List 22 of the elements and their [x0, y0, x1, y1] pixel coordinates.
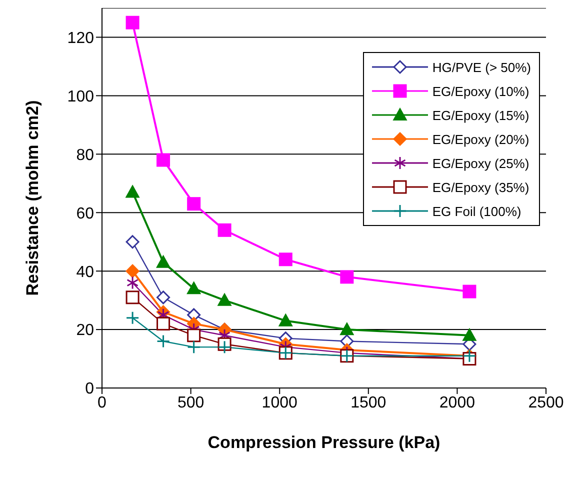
- y-tick-label: 120: [67, 30, 94, 47]
- x-tick-label: 2500: [528, 394, 564, 412]
- y-axis-title: Resistance (mohm cm2): [23, 100, 42, 296]
- legend-label: EG Foil (100%): [432, 204, 522, 218]
- x-tick-label: 0: [98, 394, 107, 412]
- x-tick-label: 1000: [262, 394, 298, 412]
- x-tick-label: 1500: [350, 394, 386, 412]
- x-tick-label: 500: [177, 394, 204, 412]
- y-tick-label: 20: [76, 322, 94, 340]
- y-tick-label: 40: [76, 264, 94, 281]
- legend-label: EG/Epoxy (35%): [432, 180, 530, 194]
- legend-label: HG/PVE (> 50%): [432, 60, 531, 74]
- legend-label: EG/Epoxy (10%): [432, 84, 530, 98]
- x-tick-label: 2000: [439, 394, 476, 412]
- legend-label: EG/Epoxy (25%): [432, 156, 530, 170]
- y-tick-label: 80: [76, 146, 94, 164]
- legend-label: EG/Epoxy (15%): [432, 108, 530, 122]
- y-tick-label: 0: [85, 380, 94, 398]
- legend-label: EG/Epoxy (20%): [432, 132, 530, 146]
- y-tick-label: 100: [67, 88, 94, 106]
- x-axis-title: Compression Pressure (kPa): [208, 433, 440, 452]
- y-tick-label: 60: [76, 205, 94, 222]
